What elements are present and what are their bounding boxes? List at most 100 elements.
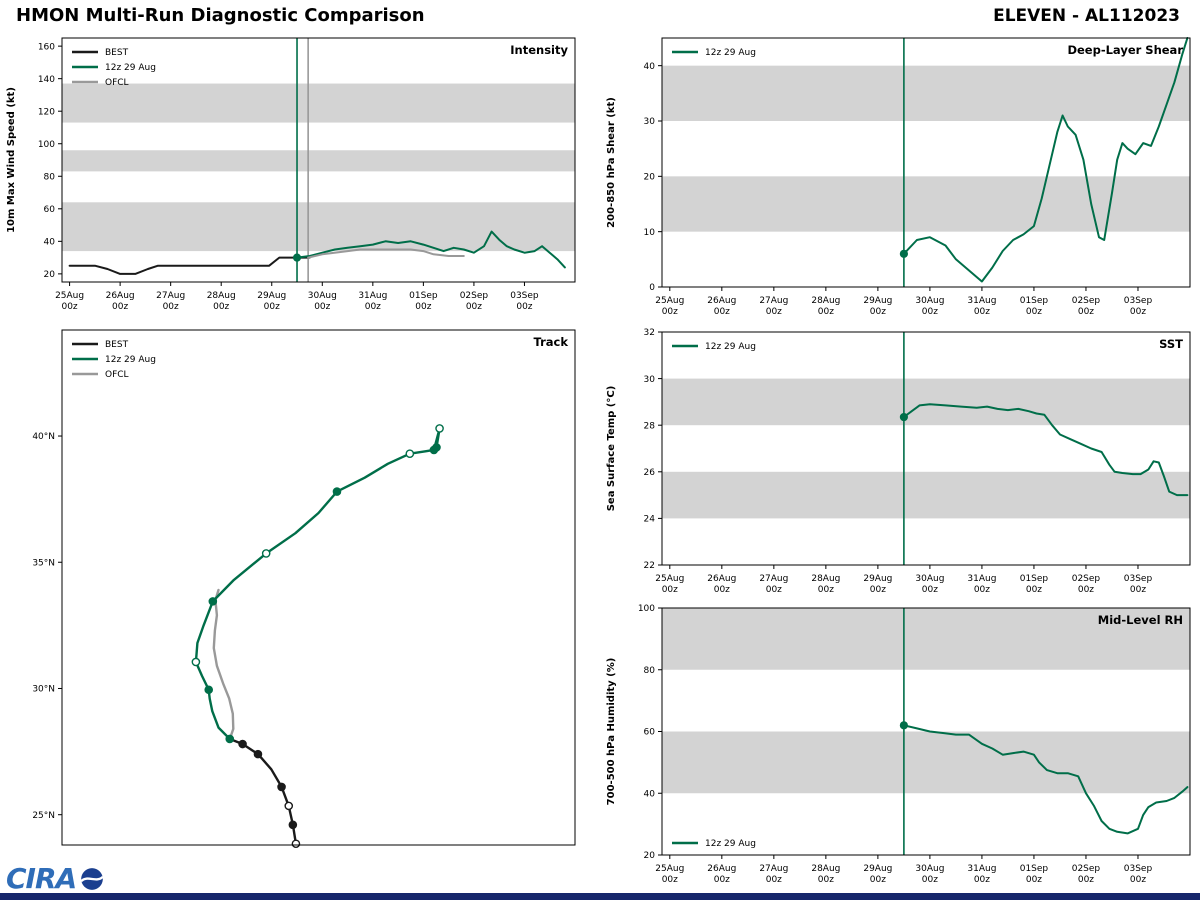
svg-text:0: 0	[649, 283, 655, 293]
svg-text:Deep-Layer Shear: Deep-Layer Shear	[1067, 43, 1183, 57]
cira-logo-text: CIRA	[6, 862, 77, 895]
svg-text:Intensity: Intensity	[510, 43, 568, 57]
svg-text:100: 100	[638, 604, 655, 614]
svg-text:120: 120	[38, 107, 55, 117]
svg-text:29Aug: 29Aug	[863, 574, 892, 584]
svg-text:01Sep: 01Sep	[1020, 864, 1049, 874]
svg-text:28: 28	[644, 421, 656, 431]
svg-text:12z 29 Aug: 12z 29 Aug	[105, 63, 156, 73]
svg-text:00z: 00z	[714, 307, 730, 317]
cira-logo: CIRA	[6, 862, 105, 895]
svg-text:27Aug: 27Aug	[759, 574, 788, 584]
svg-text:30Aug: 30Aug	[915, 574, 944, 584]
svg-text:27Aug: 27Aug	[759, 296, 788, 306]
svg-text:00z: 00z	[766, 585, 782, 595]
svg-text:00z: 00z	[61, 302, 77, 312]
svg-text:25Aug: 25Aug	[655, 864, 684, 874]
svg-text:SST: SST	[1159, 337, 1183, 351]
svg-text:40°N: 40°N	[32, 432, 55, 442]
svg-text:80: 80	[44, 172, 56, 182]
svg-text:00z: 00z	[974, 585, 990, 595]
svg-text:00z: 00z	[818, 307, 834, 317]
svg-text:28Aug: 28Aug	[811, 864, 840, 874]
svg-text:BEST: BEST	[105, 340, 129, 350]
svg-text:00z: 00z	[1130, 875, 1146, 885]
svg-text:00z: 00z	[1026, 585, 1042, 595]
svg-text:03Sep: 03Sep	[510, 291, 539, 301]
intensity-chart: 2040608010012014016025Aug00z26Aug00z27Au…	[6, 37, 576, 312]
svg-text:60: 60	[44, 205, 56, 215]
svg-text:25°N: 25°N	[32, 811, 55, 821]
svg-text:Sea Surface Temp (°C): Sea Surface Temp (°C)	[606, 386, 617, 512]
svg-text:26Aug: 26Aug	[707, 296, 736, 306]
svg-text:31Aug: 31Aug	[967, 574, 996, 584]
svg-text:31Aug: 31Aug	[967, 296, 996, 306]
svg-text:30Aug: 30Aug	[308, 291, 337, 301]
svg-text:00z: 00z	[662, 585, 678, 595]
svg-text:00z: 00z	[870, 585, 886, 595]
svg-text:22: 22	[644, 561, 655, 571]
svg-text:27Aug: 27Aug	[156, 291, 185, 301]
svg-text:01Sep: 01Sep	[1020, 574, 1049, 584]
svg-text:700-500 hPa Humidity (%): 700-500 hPa Humidity (%)	[606, 658, 617, 806]
svg-text:00z: 00z	[1026, 875, 1042, 885]
svg-text:30: 30	[644, 117, 656, 127]
svg-text:200-850 hPa Shear (kt): 200-850 hPa Shear (kt)	[606, 97, 617, 228]
svg-text:00z: 00z	[1078, 307, 1094, 317]
svg-text:00z: 00z	[974, 307, 990, 317]
svg-text:OFCL: OFCL	[105, 78, 129, 88]
svg-text:29Aug: 29Aug	[863, 296, 892, 306]
storm-title: ELEVEN - AL112023	[993, 6, 1180, 26]
svg-text:00z: 00z	[264, 302, 280, 312]
svg-text:Mid-Level RH: Mid-Level RH	[1098, 613, 1183, 627]
svg-text:00z: 00z	[1130, 585, 1146, 595]
svg-text:00z: 00z	[1078, 875, 1094, 885]
svg-text:00z: 00z	[1078, 585, 1094, 595]
svg-text:40: 40	[644, 62, 656, 72]
svg-text:02Sep: 02Sep	[1072, 574, 1101, 584]
svg-text:140: 140	[38, 75, 55, 85]
svg-text:00z: 00z	[163, 302, 179, 312]
svg-text:25Aug: 25Aug	[655, 574, 684, 584]
svg-text:00z: 00z	[1026, 307, 1042, 317]
svg-text:00z: 00z	[974, 875, 990, 885]
svg-text:12z 29 Aug: 12z 29 Aug	[705, 48, 756, 58]
svg-text:00z: 00z	[870, 307, 886, 317]
svg-text:26Aug: 26Aug	[106, 291, 135, 301]
svg-text:10m Max Wind Speed (kt): 10m Max Wind Speed (kt)	[6, 87, 17, 233]
svg-text:20: 20	[644, 851, 656, 861]
track-chart: 25°N 30°N 35°N 40°N Track BEST 12z 29 Aug OFCL	[32, 329, 576, 849]
svg-text:20: 20	[44, 270, 56, 280]
svg-text:29Aug: 29Aug	[257, 291, 286, 301]
footer-bar	[0, 893, 1200, 900]
svg-text:28Aug: 28Aug	[811, 574, 840, 584]
shear-chart: 01020304025Aug00z26Aug00z27Aug00z28Aug00…	[606, 37, 1191, 317]
svg-text:26Aug: 26Aug	[707, 574, 736, 584]
svg-text:03Sep: 03Sep	[1124, 864, 1153, 874]
svg-text:00z: 00z	[1130, 307, 1146, 317]
svg-text:00z: 00z	[818, 585, 834, 595]
svg-text:25Aug: 25Aug	[655, 296, 684, 306]
svg-text:80: 80	[644, 666, 656, 676]
svg-text:31Aug: 31Aug	[967, 864, 996, 874]
svg-text:25Aug: 25Aug	[55, 291, 84, 301]
svg-text:00z: 00z	[112, 302, 128, 312]
svg-text:00z: 00z	[213, 302, 229, 312]
svg-text:00z: 00z	[714, 875, 730, 885]
svg-text:00z: 00z	[415, 302, 431, 312]
svg-text:00z: 00z	[365, 302, 381, 312]
svg-text:30Aug: 30Aug	[915, 864, 944, 874]
svg-text:40: 40	[44, 238, 56, 248]
svg-text:40: 40	[644, 789, 656, 799]
svg-text:28Aug: 28Aug	[207, 291, 236, 301]
svg-text:00z: 00z	[662, 307, 678, 317]
svg-text:01Sep: 01Sep	[409, 291, 438, 301]
svg-text:35°N: 35°N	[32, 558, 55, 568]
svg-text:00z: 00z	[818, 875, 834, 885]
svg-text:02Sep: 02Sep	[1072, 296, 1101, 306]
svg-text:00z: 00z	[922, 875, 938, 885]
svg-text:24: 24	[644, 515, 656, 525]
svg-text:00z: 00z	[766, 875, 782, 885]
globe-icon	[80, 867, 104, 890]
